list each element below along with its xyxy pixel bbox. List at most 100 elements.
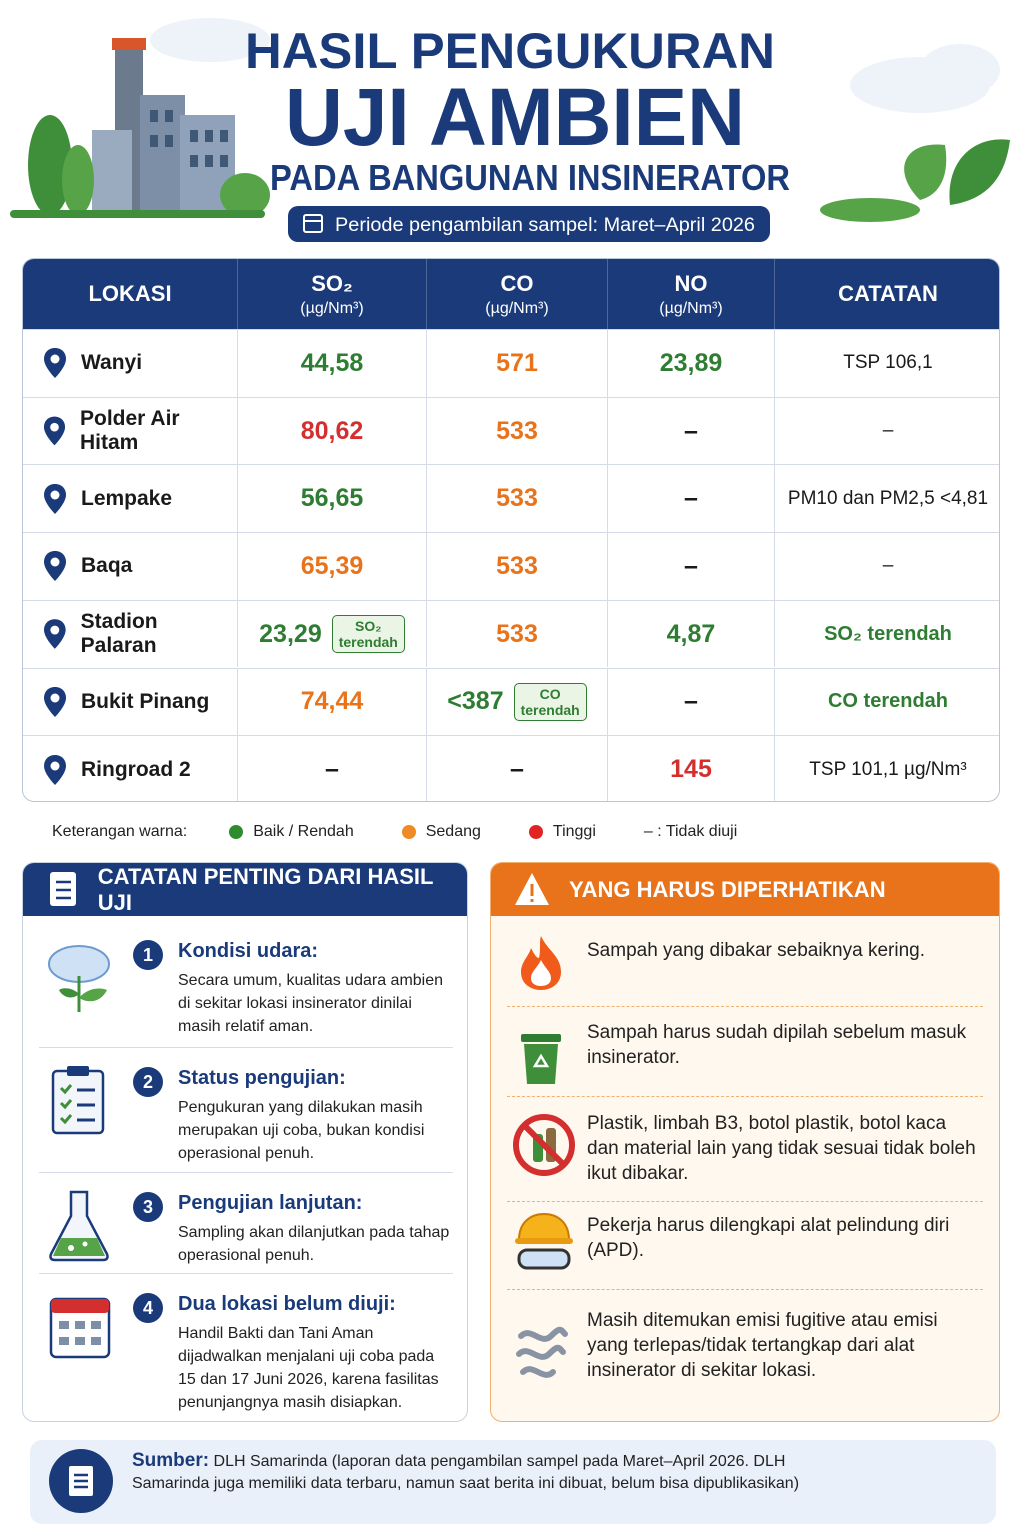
document-icon (49, 1449, 113, 1513)
legend-dot (528, 825, 543, 839)
badge-line: CO (539, 685, 561, 702)
icon-shape (288, 206, 770, 242)
location-name: Lempake (81, 486, 173, 510)
cell-value: 23,29 (259, 619, 322, 648)
location-name: Wanyi (81, 351, 143, 375)
cell-value: 80,62 (300, 416, 364, 445)
icon-shape (920, 44, 1000, 96)
icon-shape (530, 884, 534, 896)
cloud-leaf-icon (48, 945, 110, 1012)
icon-shape (53, 1238, 105, 1256)
icon-shape (50, 422, 59, 432)
icon-shape (190, 155, 198, 167)
cell-value: – (684, 484, 698, 513)
clipboard-icon (51, 1066, 105, 1135)
icon-shape (521, 1034, 561, 1042)
icon-shape (91, 1337, 101, 1345)
icon-shape (515, 1238, 573, 1244)
warning-icon (515, 873, 549, 905)
warning-item-icon (511, 1316, 571, 1391)
location-cell: Polder Air Hitam (23, 396, 238, 465)
badge-line: terendah (338, 634, 398, 651)
table-cell: TSP 106,1 (775, 329, 999, 397)
note-title: Pengujian lanjutan: (178, 1192, 363, 1214)
location-name: Ringroad 2 (81, 757, 191, 781)
icon-shape (516, 1326, 568, 1378)
notes-title: CATATAN PENTING DARI HASIL UJI (97, 863, 434, 915)
legend-dot (229, 825, 244, 839)
icon-shape (92, 130, 132, 215)
icon-shape (531, 960, 551, 986)
table-cell: CO terendah (775, 667, 999, 736)
emission-icon (516, 1326, 568, 1378)
icon-shape (75, 1321, 85, 1329)
legend-label: Keterangan warna: (52, 823, 188, 840)
warning-text: Masih ditemukan emisi fugitive atau emis… (587, 1310, 938, 1381)
icon-shape (75, 1337, 85, 1345)
cell-value: 533 (496, 551, 538, 580)
warnings-panel: YANG HARUS DIPERHATIKAN Sampah yang diba… (490, 862, 1000, 1422)
pin-icon (44, 754, 66, 785)
table-cell: 145 (608, 735, 775, 801)
icon-shape (190, 130, 198, 142)
column-header: LOKASI (23, 259, 238, 329)
icon-shape (50, 557, 60, 567)
icon-shape (150, 18, 270, 62)
column-name: CO (500, 270, 534, 296)
note-number: 3 (133, 1192, 163, 1222)
icon-shape (205, 155, 213, 167)
cell-value: – (510, 755, 524, 784)
icon-shape (150, 135, 158, 147)
icon-shape (67, 1066, 89, 1076)
table-cell: 4,87 (608, 599, 775, 668)
note-icon (41, 936, 121, 1021)
table-cell: – (775, 396, 999, 465)
table-cell: – (608, 396, 775, 465)
legend-text: – : Tidak diuji (643, 823, 738, 840)
cell-note: CO terendah (827, 690, 949, 713)
icon-shape (220, 130, 228, 142)
badge-line: terendah (520, 701, 580, 718)
cell-value: 4,87 (666, 619, 716, 648)
source: Sumber: DLH Samarinda (laporan data peng… (132, 1450, 812, 1495)
icon-shape (50, 490, 60, 500)
warning-text: Plastik, limbah B3, botol plastik, botol… (587, 1113, 976, 1184)
location-name: Polder Air Hitam (80, 407, 180, 455)
icon-shape (59, 1084, 73, 1125)
source-label: Sumber: (132, 1450, 210, 1471)
table-cell: 80,62 (238, 396, 427, 465)
icon-shape (220, 155, 228, 167)
icon-shape (50, 761, 60, 771)
note-text: Sampling akan dilanjutkan pada tahap ope… (178, 1224, 450, 1264)
legend-text: Sedang (425, 823, 481, 840)
icon-shape (59, 1321, 69, 1329)
icon-shape (51, 1069, 105, 1135)
legend-text: Baik / Rendah (253, 823, 354, 840)
icon-shape (62, 145, 94, 215)
icon-shape (513, 1114, 575, 1176)
icon-shape (77, 1088, 95, 1122)
icon-shape (518, 1326, 568, 1342)
note-icon (41, 1061, 121, 1146)
column-name: SO₂ (311, 270, 353, 296)
icon-shape (59, 1337, 69, 1345)
column-name: NO (674, 270, 708, 296)
separator (507, 1289, 983, 1290)
cell-value: – (325, 755, 339, 784)
header: HASIL PENGUKURAN UJI AMBIEN PADA BANGUNA… (10, 18, 1010, 242)
cell-value: 56,65 (300, 484, 364, 513)
icon-shape (532, 1053, 550, 1068)
pin-icon (44, 686, 66, 717)
icon-shape (50, 354, 60, 364)
column-unit: (µg/Nm³) (485, 299, 549, 317)
column-unit: (µg/Nm³) (300, 299, 364, 317)
notes-header: CATATAN PENTING DARI HASIL UJI (23, 863, 467, 916)
period: Periode pengambilan sampel: Maret–April … (335, 215, 755, 236)
recycle-bin-icon (521, 1034, 561, 1084)
legend-text: Tinggi (552, 823, 596, 840)
cell-value: 74,44 (300, 687, 364, 716)
separator (39, 1047, 453, 1048)
cell-value: – (684, 687, 698, 716)
table-cell: TSP 101,1 µg/Nm³ (775, 735, 999, 801)
